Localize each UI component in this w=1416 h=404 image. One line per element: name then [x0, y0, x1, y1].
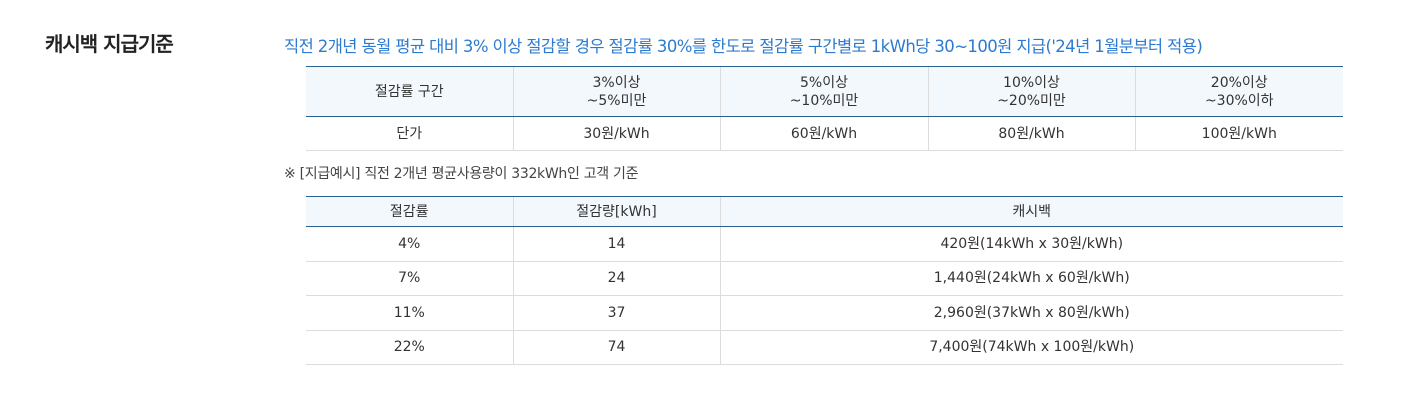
table-row: 4% 14 420원(14kWh x 30원/kWh) [306, 226, 1343, 262]
section-heading: 직전 2개년 동월 평균 대비 3% 이상 절감할 경우 절감률 30%를 한도… [284, 37, 1203, 56]
note: ※ [지급예시] 직전 2개년 평균사용량이 332kWh인 고객 기준 [284, 166, 639, 182]
table-body: 단가 30원/kWh 60원/kWh 80원/kWh 100원/kWh [306, 116, 1343, 151]
table-cell: 420원(14kWh x 30원/kWh) [719, 226, 1343, 262]
table-cell: 단가 [306, 116, 513, 151]
header-cell: 3%이상 ~5%미만 [512, 66, 720, 117]
header-cell: 절감량[kWh] [512, 196, 720, 227]
table-cell: 24 [512, 261, 720, 296]
table-cell: 100원/kWh [1134, 116, 1343, 151]
table-row: 7% 24 1,440원(24kWh x 60원/kWh) [306, 261, 1343, 296]
table-header: 절감률 구간 3%이상 ~5%미만 5%이상 ~10%미만 10%이상 ~20%미만 2… [306, 66, 1343, 117]
header-row: 절감률 구간 3%이상 ~5%미만 5%이상 ~10%미만 10%이상 ~20%미만 2… [306, 66, 1343, 117]
table-cell: 74 [512, 330, 720, 365]
table-cell: 30원/kWh [512, 116, 720, 151]
table-cell: 60원/kWh [719, 116, 928, 151]
table-cell: 1,440원(24kWh x 60원/kWh) [719, 261, 1343, 296]
rate-table: 절감률 구간 3%이상 ~5%미만 5%이상 ~10%미만 10%이상 ~20%미만 2… [306, 66, 1343, 151]
header-row: 절감률 절감량[kWh] 캐시백 [306, 196, 1343, 227]
table-cell: 14 [512, 226, 720, 262]
header-cell: 5%이상 ~10%미만 [719, 66, 928, 117]
table-row: 단가 30원/kWh 60원/kWh 80원/kWh 100원/kWh [306, 116, 1343, 151]
table-cell: 37 [512, 295, 720, 331]
header-cell: 20%이상 ~30%이하 [1134, 66, 1343, 117]
section-title: 캐시백 지급기준 [45, 32, 174, 56]
header-cell: 10%이상 ~20%미만 [927, 66, 1135, 117]
table-body: 4% 14 420원(14kWh x 30원/kWh) 7% 24 1,440원(24kW… [306, 226, 1343, 365]
header-cell: 캐시백 [719, 196, 1343, 227]
table-cell: 7,400원(74kWh x 100원/kWh) [719, 330, 1343, 365]
table-header: 절감률 절감량[kWh] 캐시백 [306, 196, 1343, 227]
table-cell: 4% [306, 226, 513, 262]
header-cell: 절감률 [306, 196, 513, 227]
table-cell: 80원/kWh [927, 116, 1135, 151]
table-row: 11% 37 2,960원(37kWh x 80원/kWh) [306, 295, 1343, 331]
table-cell: 11% [306, 295, 513, 331]
table-cell: 2,960원(37kWh x 80원/kWh) [719, 295, 1343, 331]
table-cell: 22% [306, 330, 513, 365]
header-cell: 절감률 구간 [306, 66, 513, 117]
table-row: 22% 74 7,400원(74kWh x 100원/kWh) [306, 330, 1343, 365]
example-table: 절감률 절감량[kWh] 캐시백 4% 14 420원(14kWh x 30원/kWh) 7… [306, 196, 1343, 365]
table-cell: 7% [306, 261, 513, 296]
